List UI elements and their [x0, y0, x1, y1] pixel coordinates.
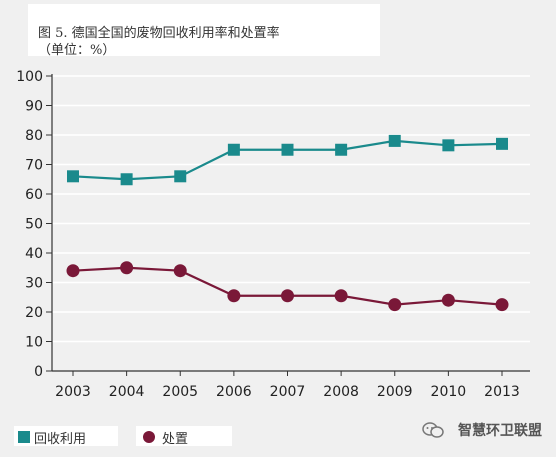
data-point-square: [281, 143, 294, 156]
y-tick-label: 0: [34, 364, 43, 380]
y-tick-label: 100: [16, 69, 43, 85]
data-point-square: [335, 143, 348, 156]
y-tick-label: 50: [25, 217, 43, 233]
data-point-square: [227, 143, 240, 156]
chart-title: 图 5. 德国全国的废物回收利用率和处置率: [38, 26, 280, 41]
x-tick-label: 2005: [162, 384, 198, 400]
data-point-square: [496, 137, 508, 150]
x-tick-label: 2007: [270, 384, 306, 400]
data-point-circle: [227, 289, 241, 303]
data-point-square: [174, 170, 187, 183]
chart-subtitle: （单位：%）: [38, 43, 116, 58]
data-point-square: [67, 170, 79, 183]
y-tick-label: 10: [25, 335, 43, 351]
data-point-circle: [334, 289, 348, 303]
x-tick-label: 2008: [323, 384, 359, 400]
y-tick-label: 20: [25, 305, 43, 321]
data-point-circle: [441, 293, 455, 307]
x-tick-label: 2009: [377, 384, 413, 400]
y-tick-label: 30: [25, 276, 43, 292]
y-tick-label: 60: [25, 187, 43, 203]
legend-box-recycling: [14, 426, 118, 446]
watermark-text: 智慧环卫联盟: [458, 423, 542, 439]
grid: [52, 75, 530, 343]
x-tick-label: 2010: [431, 384, 467, 400]
y-tick-label: 90: [25, 99, 43, 115]
x-tick-label: 2013: [484, 384, 520, 400]
legend-box-disposal: [136, 426, 232, 446]
data-point-circle: [66, 264, 80, 278]
title-box: 图 5. 德国全国的废物回收利用率和处置率 （单位：%）: [28, 4, 380, 58]
x-tick-label: 2006: [216, 384, 252, 400]
data-point-circle: [120, 261, 134, 275]
x-tick-label: 2004: [109, 384, 145, 400]
x-tick-label: 2003: [55, 384, 91, 400]
data-point-square: [442, 139, 455, 152]
axes: 0 10 20 30 40 50 60 70 80 90 100 2003 2004 2005 2006 20…: [16, 69, 530, 400]
series-layer: [66, 134, 509, 312]
legend-marker-disposal: [143, 431, 155, 443]
data-point-circle: [388, 298, 402, 312]
data-point-circle: [173, 264, 187, 278]
y-tick-label: 40: [25, 246, 43, 262]
data-point-square: [388, 134, 401, 147]
legend-label-recycling: 回收利用: [34, 432, 87, 447]
legend-label-disposal: 处置: [162, 432, 189, 447]
wechat-icon: [422, 422, 444, 438]
y-tick-label: 70: [25, 158, 43, 174]
legend-marker-recycling: [18, 431, 30, 443]
data-point-circle: [495, 298, 509, 312]
data-point-circle: [281, 289, 294, 303]
legend: 回收利用 处置: [0, 418, 556, 457]
y-tick-label: 80: [25, 128, 43, 144]
data-point-square: [120, 173, 133, 186]
